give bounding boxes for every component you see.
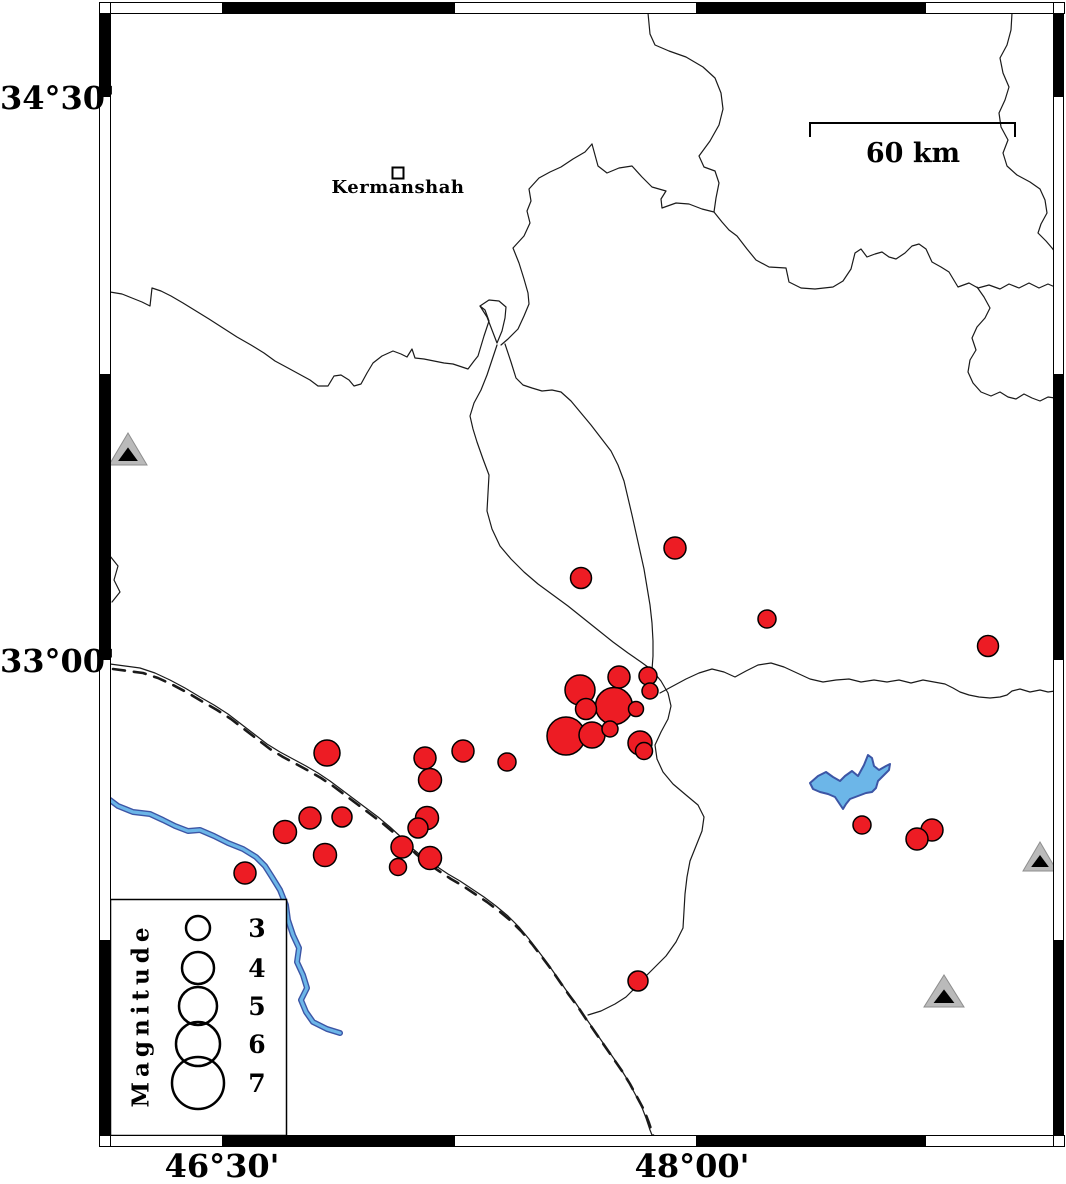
earthquake-marker [298,806,322,830]
earthquake-marker [601,720,619,738]
earthquake-marker [905,827,929,851]
station-triangle-inner-icon [933,989,955,1003]
lat-label-33-00: 33°00' [0,642,115,680]
boundary-east-west [659,662,1056,699]
map-frame-outer [99,2,1064,1147]
scale-bar [809,122,1016,137]
city-label-kermanshah: Kermanshah [331,177,465,198]
earthquake-marker [663,536,687,560]
frame-band-right [1053,660,1064,940]
scale-bar-label: 60 km [865,138,961,169]
boundary-northeast [998,12,1056,253]
boundary-west [109,287,490,387]
lat-label-34-30: 34°30' [0,79,115,117]
earthquake-marker [497,752,517,772]
station-triangle-inner-icon [118,447,138,461]
legend-magnitude-value: 6 [248,1030,265,1059]
city-marker [391,166,405,180]
legend-magnitude-circle [177,985,219,1027]
legend-magnitude-circle [170,1055,226,1111]
frame-corner [1053,1135,1065,1147]
earthquake-marker [852,815,872,835]
earthquake-marker [312,842,338,868]
earthquake-marker [272,819,298,845]
earthquake-marker [627,970,649,992]
boundary-knot [479,299,507,344]
boundary-ridge-west [500,143,593,346]
earthquake-marker [569,566,593,590]
legend-magnitude-circle [184,914,212,942]
lake [809,754,891,810]
earthquake-marker [388,857,408,877]
frame-band-left [99,13,110,97]
earthquake-marker [390,835,414,859]
earthquake-marker [313,739,341,767]
boundary-central [469,344,653,671]
frame-band-bottom [455,1135,696,1146]
frame-band-bottom [110,1135,222,1146]
earthquake-marker [976,634,1000,658]
frame-band-right [1053,13,1064,97]
frame-corner [99,1135,111,1147]
frame-band-top [222,2,455,13]
earthquake-marker [331,806,353,828]
frame-band-left [99,97,110,374]
frame-band-top [110,2,222,13]
legend-title: Magnitude [127,922,155,1108]
earthquake-marker [417,767,443,793]
frame-band-bottom [696,1135,926,1146]
legend-magnitude-value: 5 [248,992,265,1021]
earthquake-marker [407,817,429,839]
frame-band-right [1053,940,1064,1135]
earthquake-marker [417,845,443,871]
province-boundary-north [647,12,724,213]
frame-band-left [99,374,110,660]
earthquake-marker [574,697,598,721]
boundary-east-branch [967,286,1056,402]
earthquake-marker [413,746,437,770]
legend-magnitude-value: 7 [248,1069,265,1098]
earthquake-marker [451,739,475,763]
frame-band-top [455,2,696,13]
map-frame-inner [110,13,1054,1136]
frame-band-top [696,2,926,13]
station-triangle-inner-icon [1031,855,1049,867]
earthquake-marker [757,609,777,629]
earthquake-marker [233,861,257,885]
legend-magnitude-circle [174,1020,222,1068]
earthquake-marker [641,682,659,700]
river [108,798,342,1035]
legend-magnitude-value: 3 [248,914,265,943]
boundary-stub-west [109,555,121,603]
boundary-central-east [504,343,654,671]
frame-band-left [99,660,110,940]
frame-band-bottom [926,1135,1053,1146]
frame-band-left [99,940,110,1135]
earthquake-marker [594,686,634,726]
earthquake-marker [578,721,606,749]
legend-magnitude-circle [180,950,216,986]
frame-corner [1053,2,1065,14]
lon-label-46-30: 46°30' [164,1147,280,1184]
province-boundary-main [591,143,1056,290]
frame-band-bottom [222,1135,455,1146]
frame-band-top [926,2,1053,13]
legend-magnitude-value: 4 [248,954,265,983]
lon-label-48-00: 48°00' [634,1147,750,1184]
frame-band-right [1053,374,1064,660]
frame-corner [99,2,111,14]
earthquake-marker [607,665,631,689]
earthquake-marker [627,700,645,718]
earthquake-marker [638,666,658,686]
earthquake-marker [634,741,654,761]
frame-band-right [1053,97,1064,374]
